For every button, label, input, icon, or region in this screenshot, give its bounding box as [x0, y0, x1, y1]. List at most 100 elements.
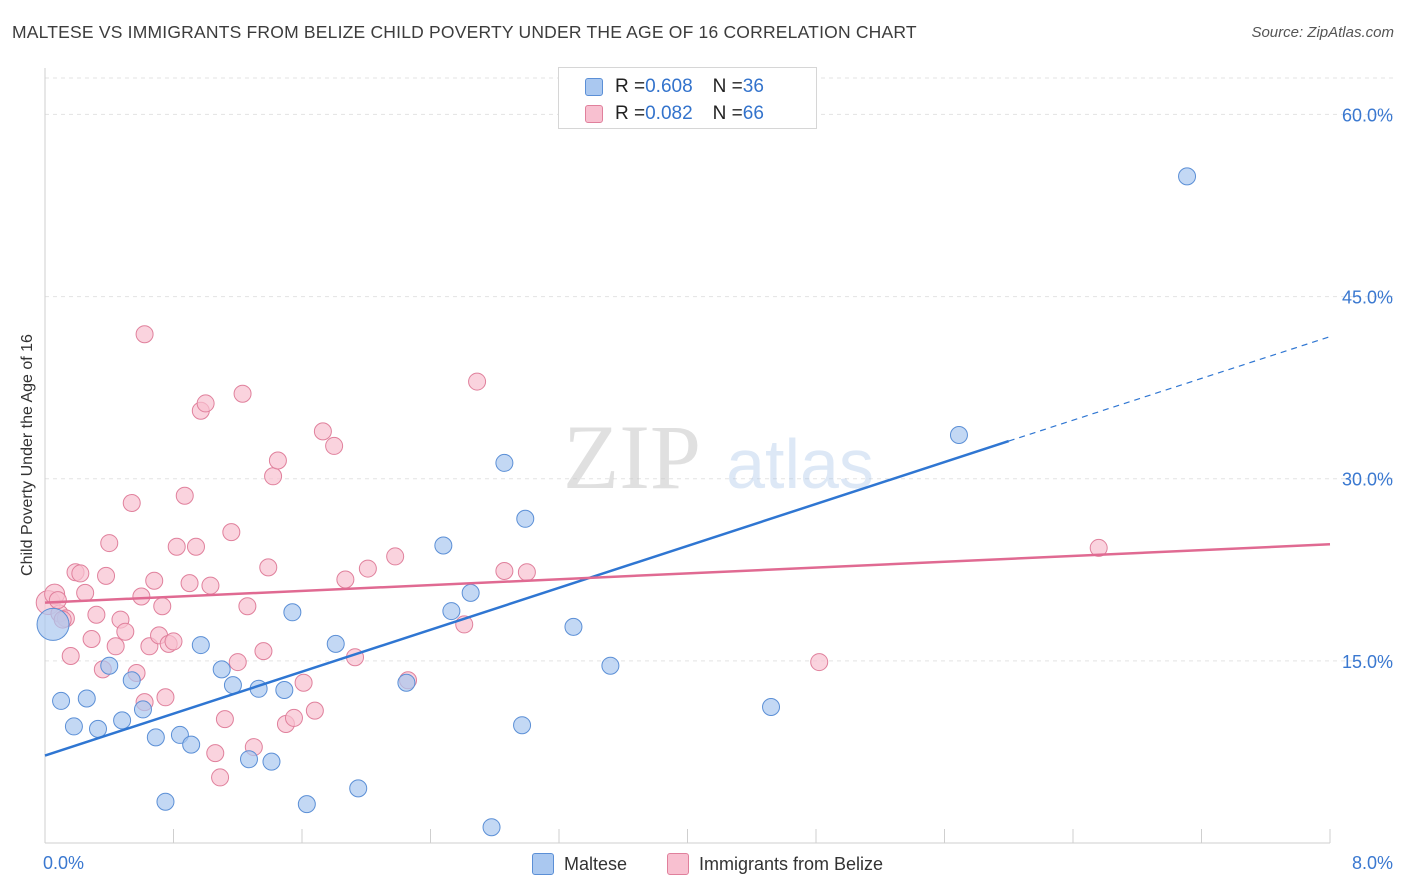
- belize-point: [186, 537, 205, 556]
- belize-point: [259, 558, 278, 577]
- legend-item-belize: Immigrants from Belize: [667, 852, 883, 876]
- n-label: N =: [712, 76, 743, 97]
- chart-title: MALTESE VS IMMIGRANTS FROM BELIZE CHILD …: [12, 22, 917, 42]
- maltese-point: [122, 671, 141, 690]
- maltese-trend-line: [44, 439, 1010, 757]
- maltese-point: [146, 728, 165, 747]
- belize-point: [196, 394, 215, 413]
- axes: [44, 68, 1331, 844]
- belize-trend-line: [44, 543, 1331, 604]
- maltese-point: [297, 795, 316, 814]
- y-tick-label: 45.0%: [1342, 288, 1393, 308]
- grid-lines: [45, 77, 1394, 662]
- belize-point: [517, 563, 536, 582]
- maltese-point: [52, 691, 71, 710]
- belize-point: [222, 523, 241, 542]
- y-tick-label: 15.0%: [1342, 652, 1393, 672]
- maltese-point: [100, 656, 119, 675]
- tick-labels: 15.0% 30.0% 45.0% 60.0% 0.0% 8.0%: [43, 105, 1393, 873]
- belize-point: [106, 637, 125, 656]
- belize-point: [82, 630, 101, 648]
- maltese-point: [283, 603, 302, 622]
- maltese-point: [349, 779, 368, 798]
- belize-point: [153, 597, 172, 616]
- belize-point: [810, 653, 829, 672]
- series-belize-points: [35, 325, 1108, 787]
- belize-point: [71, 564, 90, 583]
- belize-point: [305, 701, 324, 720]
- maltese-point: [513, 716, 532, 735]
- belize-point: [167, 537, 186, 556]
- maltese-point: [89, 719, 108, 738]
- belize-point: [97, 566, 116, 585]
- x-tick-label: 8.0%: [1352, 853, 1393, 873]
- belize-point: [135, 325, 154, 344]
- belize-point: [116, 622, 135, 641]
- belize-point: [48, 591, 67, 610]
- maltese-point: [77, 689, 96, 708]
- maltese-point: [36, 607, 70, 641]
- n-label: N =: [712, 103, 743, 124]
- belize-point: [233, 384, 252, 403]
- maltese-point: [182, 735, 201, 754]
- belize-point: [495, 562, 514, 580]
- maltese-point: [495, 453, 514, 472]
- belize-point: [386, 547, 405, 566]
- belize-point: [211, 768, 230, 787]
- belize-point: [122, 494, 141, 512]
- belize-point: [228, 653, 247, 672]
- belize-point: [264, 467, 283, 486]
- watermark-atlas: atlas: [726, 425, 874, 503]
- maltese-point: [434, 536, 453, 555]
- n-value-maltese: 36: [742, 76, 764, 97]
- watermark-zip: ZIP: [563, 406, 701, 508]
- legend-row-maltese: R = 0.608 N = 36: [585, 75, 764, 99]
- maltese-point: [461, 583, 480, 602]
- maltese-point: [442, 602, 461, 621]
- belize-point: [215, 710, 234, 729]
- belize-swatch: [585, 105, 603, 123]
- trend-lines: [44, 336, 1331, 757]
- stats-legend: R = 0.608 N = 36 R = 0.082 N = 66: [558, 67, 817, 129]
- belize-point: [268, 451, 287, 470]
- belize-point: [180, 574, 199, 593]
- n-value-belize: 66: [742, 103, 764, 124]
- maltese-point: [64, 717, 83, 736]
- belize-legend-swatch: [667, 853, 689, 875]
- x-tick-label: 0.0%: [43, 853, 84, 873]
- y-tick-label: 60.0%: [1342, 105, 1393, 125]
- maltese-point: [949, 426, 968, 444]
- maltese-point: [326, 634, 345, 653]
- y-tick-label: 30.0%: [1342, 470, 1393, 490]
- maltese-point: [239, 750, 258, 769]
- source-credit: Source: ZipAtlas.com: [1251, 24, 1394, 41]
- belize-point: [284, 708, 303, 727]
- maltese-point: [191, 636, 210, 655]
- belize-point: [254, 642, 273, 661]
- belize-point: [1089, 538, 1108, 557]
- legend-label-belize: Immigrants from Belize: [699, 853, 884, 874]
- belize-point: [468, 372, 487, 391]
- maltese-point: [262, 752, 281, 771]
- belize-point: [336, 570, 355, 589]
- legend-row-belize: R = 0.082 N = 66: [585, 102, 764, 126]
- r-value-belize: 0.082: [645, 103, 693, 124]
- maltese-point: [275, 681, 294, 699]
- belize-point: [61, 647, 80, 665]
- maltese-swatch: [585, 78, 603, 96]
- belize-point: [156, 688, 175, 707]
- belize-point: [100, 534, 119, 553]
- belize-point: [145, 571, 164, 590]
- belize-point: [325, 436, 344, 455]
- r-label: R =: [615, 76, 646, 97]
- belize-point: [238, 597, 257, 616]
- maltese-point: [516, 509, 535, 528]
- maltese-point: [133, 700, 152, 719]
- belize-point: [164, 632, 183, 651]
- series-maltese-points: [36, 167, 1197, 837]
- legend-label-maltese: Maltese: [564, 853, 628, 874]
- legend-item-maltese: Maltese: [532, 852, 627, 876]
- maltese-point: [397, 673, 416, 692]
- belize-point: [175, 486, 194, 505]
